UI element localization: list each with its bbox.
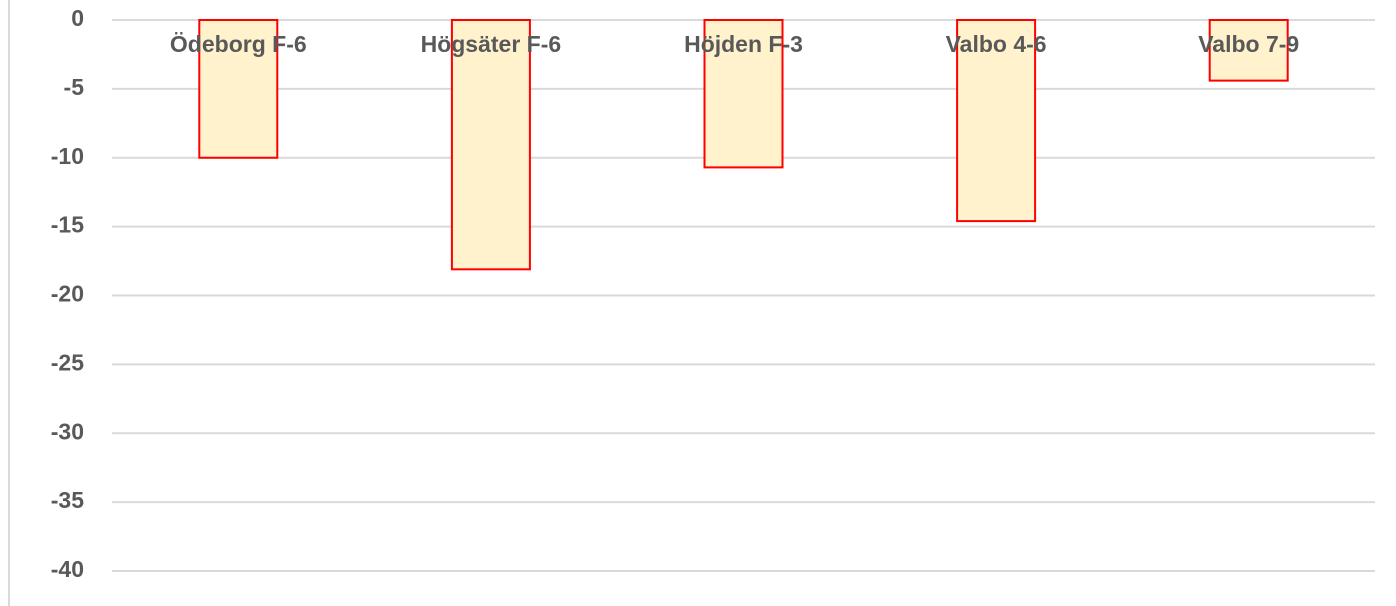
y-tick-label: -35	[51, 487, 84, 513]
x-tick-label: Höjden F-3	[684, 31, 803, 57]
bar	[198, 19, 279, 159]
x-tick-label: Högsäter F-6	[421, 31, 562, 57]
y-tick-label: -20	[51, 281, 84, 307]
y-tick-label: -40	[51, 556, 84, 582]
y-tick-label: -15	[51, 212, 84, 238]
y-tick-label: -10	[51, 143, 84, 169]
y-tick-label: -30	[51, 418, 84, 444]
x-tick-label: Valbo 4-6	[946, 31, 1047, 57]
y-tick-label: 0	[71, 5, 84, 31]
x-tick-label: Ödeborg F-6	[170, 31, 307, 57]
y-tick-label: -25	[51, 349, 84, 375]
x-tick-label: Valbo 7-9	[1198, 31, 1299, 57]
bar	[956, 19, 1037, 223]
bar	[450, 19, 531, 271]
y-tick-label: -5	[64, 74, 85, 100]
bar	[703, 19, 784, 169]
bar	[1208, 19, 1289, 82]
